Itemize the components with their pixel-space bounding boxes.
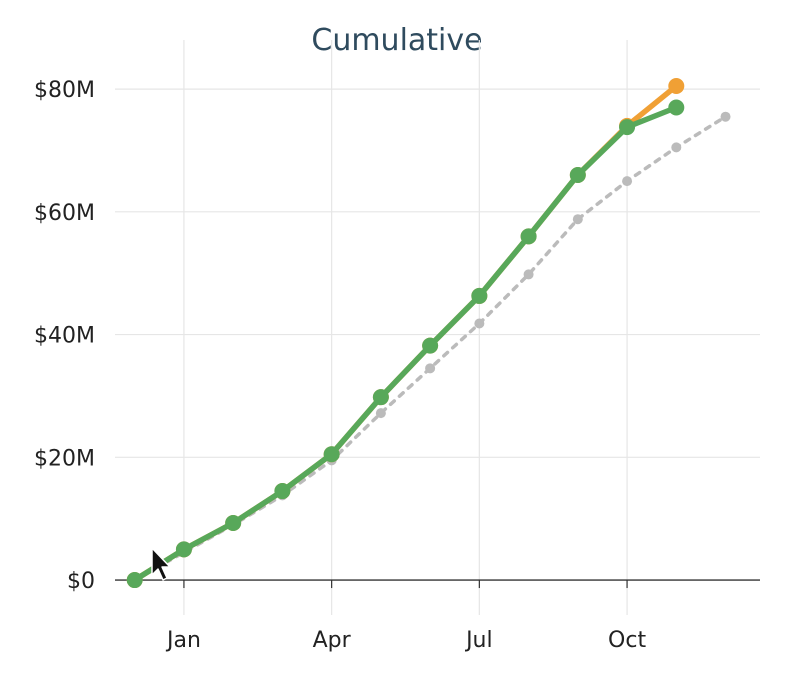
series-1 xyxy=(126,99,685,589)
data-point xyxy=(474,318,485,329)
axes: $0 $20M $40M $60M $80M Jan Apr Jul Oct xyxy=(34,78,760,653)
data-point xyxy=(572,214,583,225)
data-point xyxy=(175,541,192,558)
x-tick-label: Oct xyxy=(608,628,646,653)
x-tick-label: Apr xyxy=(313,628,352,653)
data-point xyxy=(668,78,685,95)
y-tick-label: $20M xyxy=(34,446,95,471)
data-point xyxy=(425,363,436,374)
data-point xyxy=(274,483,291,500)
data-point xyxy=(323,446,340,463)
data-point xyxy=(520,228,537,245)
y-tick-label: $60M xyxy=(34,201,95,226)
data-point xyxy=(668,99,685,116)
data-point xyxy=(471,287,488,304)
y-tick-label: $40M xyxy=(34,324,95,349)
data-point xyxy=(622,176,633,187)
series xyxy=(126,78,731,589)
data-point xyxy=(126,572,143,589)
data-point xyxy=(720,111,731,122)
y-tick-label: $0 xyxy=(67,569,95,594)
data-point xyxy=(523,269,534,280)
data-point xyxy=(619,119,636,136)
data-point xyxy=(375,408,386,419)
chart-title: Cumulative xyxy=(311,23,482,58)
series-line xyxy=(131,104,680,583)
mouse-cursor-icon xyxy=(151,547,171,581)
x-tick-label: Jan xyxy=(165,628,201,653)
x-tick-label: Jul xyxy=(464,628,493,653)
data-point xyxy=(225,514,242,531)
data-point xyxy=(372,389,389,406)
data-point xyxy=(422,337,439,354)
y-tick-label: $80M xyxy=(34,78,95,103)
data-point xyxy=(569,167,586,184)
cursor xyxy=(151,547,171,581)
data-point xyxy=(671,142,682,153)
grid xyxy=(115,40,760,615)
